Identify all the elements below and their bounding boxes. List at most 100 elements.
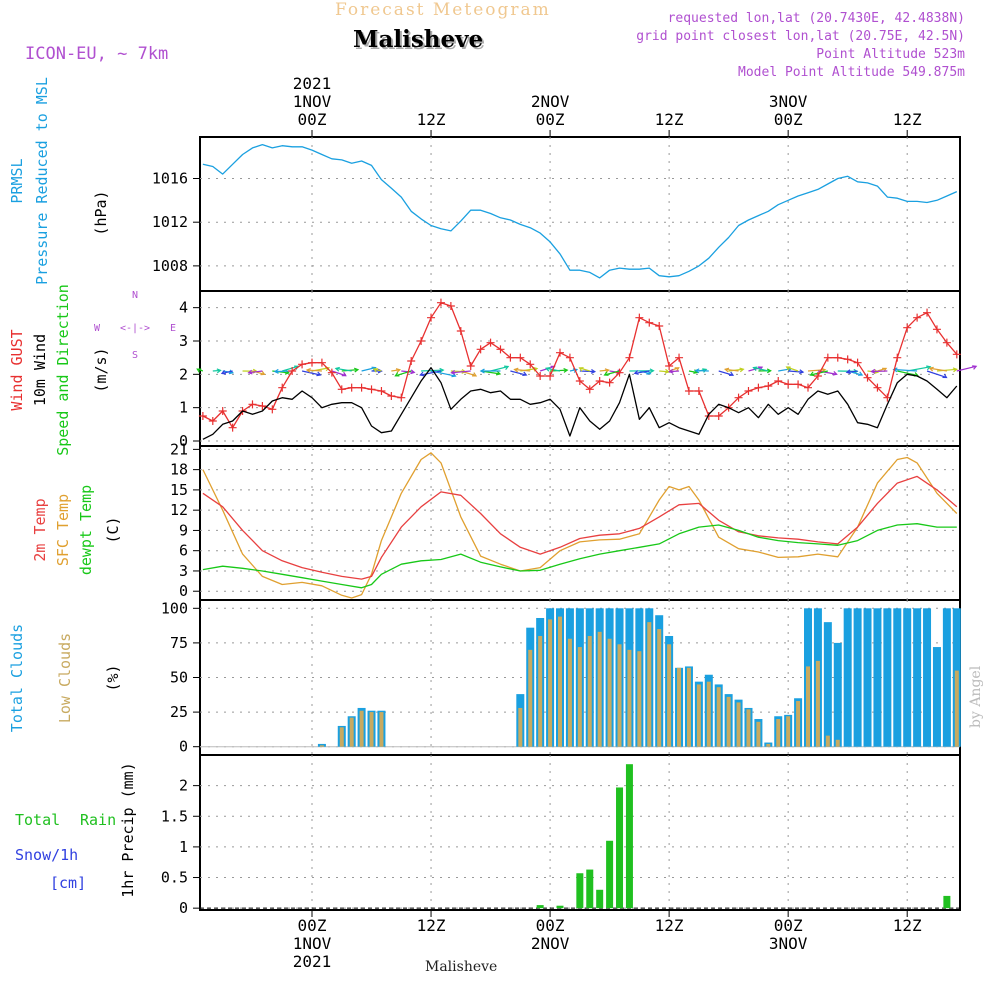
y-tick-label: 3 xyxy=(179,562,188,580)
gust-marker xyxy=(466,362,475,370)
wind-direction-arrow xyxy=(669,370,680,373)
bottom-time-label: 12Z xyxy=(655,916,684,935)
gust-marker xyxy=(853,358,862,367)
bottom-time-label: 1NOV xyxy=(293,934,332,953)
gust-marker xyxy=(833,353,842,362)
gust-marker xyxy=(694,387,703,395)
wind-direction-arrowhead xyxy=(316,371,322,377)
temp-unit: (C) xyxy=(104,516,122,543)
bottom-time-label: 3NOV xyxy=(769,934,808,953)
wind-direction-arrowhead xyxy=(395,368,402,373)
top-time-label: 3NOV xyxy=(769,92,808,111)
gust-marker xyxy=(774,377,783,385)
gust-marker xyxy=(516,353,525,362)
y-tick-label: 21 xyxy=(170,440,188,458)
precip-rain-label: Rain xyxy=(80,811,116,829)
y-tick-label: 1012 xyxy=(152,213,188,231)
gust-marker xyxy=(754,383,763,392)
wind-direction-arrowhead xyxy=(196,368,202,373)
top-time-label: 2021 xyxy=(293,74,332,93)
y-tick-label: 75 xyxy=(170,634,188,652)
y-tick-label: 3 xyxy=(179,332,188,350)
low-cloud-bar xyxy=(667,644,672,747)
wind-direction-arrow xyxy=(807,369,826,372)
wind-direction-arrow xyxy=(579,370,595,373)
gust-marker xyxy=(258,402,267,410)
wind-direction-arrowhead xyxy=(633,370,639,375)
wind-direction-arrow xyxy=(753,366,769,372)
gust-marker xyxy=(228,423,237,432)
low-cloud-bar xyxy=(825,735,830,747)
clouds-unit: (%) xyxy=(104,664,122,691)
y-tick-label: 1 xyxy=(179,838,188,856)
gust-marker xyxy=(903,323,912,332)
low-cloud-bar xyxy=(736,702,741,747)
wind-direction-arrow xyxy=(926,370,947,379)
panel-frame xyxy=(199,754,961,911)
y-tick-label: 50 xyxy=(170,669,188,687)
gust-marker xyxy=(446,302,455,310)
wind-direction-arrowhead xyxy=(649,368,655,374)
wind-direction-arrowhead xyxy=(513,367,519,373)
wind-direction-arrowhead xyxy=(260,370,266,376)
total-cloud-bar xyxy=(853,608,862,747)
gust-marker xyxy=(684,387,693,395)
wind-direction-arrow xyxy=(599,369,609,372)
total-cloud-bar xyxy=(833,642,842,747)
bottom-time-label: 2021 xyxy=(293,952,332,971)
y-tick-label: 25 xyxy=(170,703,188,721)
total-cloud-bar xyxy=(932,647,941,747)
point-altitude: Point Altitude 523m xyxy=(816,47,965,62)
wind-direction-arrowhead xyxy=(873,369,880,374)
wind-direction-arrowhead xyxy=(694,368,700,374)
wind-direction-arrow xyxy=(335,367,352,372)
wind-direction-arrow xyxy=(604,370,620,376)
low-clouds-label: Low Clouds xyxy=(56,633,74,723)
pressure-unit: (hPa) xyxy=(92,190,110,235)
low-cloud-bar xyxy=(637,651,642,747)
gust-marker xyxy=(923,308,932,317)
gust-marker xyxy=(387,392,396,400)
top-time-label: 2NOV xyxy=(531,92,570,111)
low-cloud-bar xyxy=(835,739,840,747)
wind-direction-arrowhead xyxy=(305,367,311,373)
bottom-time-label: 12Z xyxy=(417,916,446,935)
wind-direction-arrowhead xyxy=(353,367,360,373)
low-cloud-bar xyxy=(627,649,632,747)
total-cloud-bar xyxy=(942,608,951,747)
bottom-time-label: 2NOV xyxy=(531,934,570,953)
total-cloud-bar xyxy=(843,608,852,747)
gust-marker xyxy=(605,378,614,387)
wind-direction-arrow xyxy=(725,368,739,372)
gust-marker xyxy=(496,345,505,354)
pressure-label: PRMSL xyxy=(8,158,26,203)
gust-marker xyxy=(367,385,376,394)
gust-marker xyxy=(744,387,753,395)
dewpt-line xyxy=(202,523,957,589)
wind-direction-arrowhead xyxy=(799,369,805,375)
pressure-line xyxy=(202,143,958,279)
wind-direction-arrow xyxy=(301,370,321,376)
rain-bar xyxy=(606,840,614,909)
gust-marker xyxy=(804,383,812,392)
low-cloud-bar xyxy=(815,660,820,747)
low-cloud-bar xyxy=(796,701,801,747)
wind-direction-arrowhead xyxy=(728,371,735,376)
y-tick-label: 18 xyxy=(170,461,188,479)
total-cloud-bar xyxy=(823,622,832,747)
gust-marker xyxy=(456,327,465,335)
wind-direction-arrow xyxy=(306,369,322,372)
gust-marker xyxy=(645,318,654,327)
low-cloud-bar xyxy=(349,717,354,747)
wind-direction-arrow xyxy=(659,370,669,373)
t2m-line xyxy=(202,475,958,580)
bottom-time-label: 00Z xyxy=(536,916,565,935)
wind-direction-arrow xyxy=(893,368,918,372)
wind-direction-arrowhead xyxy=(972,365,978,370)
gust-marker xyxy=(704,412,713,420)
gust-marker xyxy=(565,353,574,362)
gust-marker xyxy=(208,417,217,425)
gust-marker xyxy=(675,353,684,362)
y-tick-label: 1.5 xyxy=(161,807,188,825)
top-time-label: 00Z xyxy=(536,110,565,129)
